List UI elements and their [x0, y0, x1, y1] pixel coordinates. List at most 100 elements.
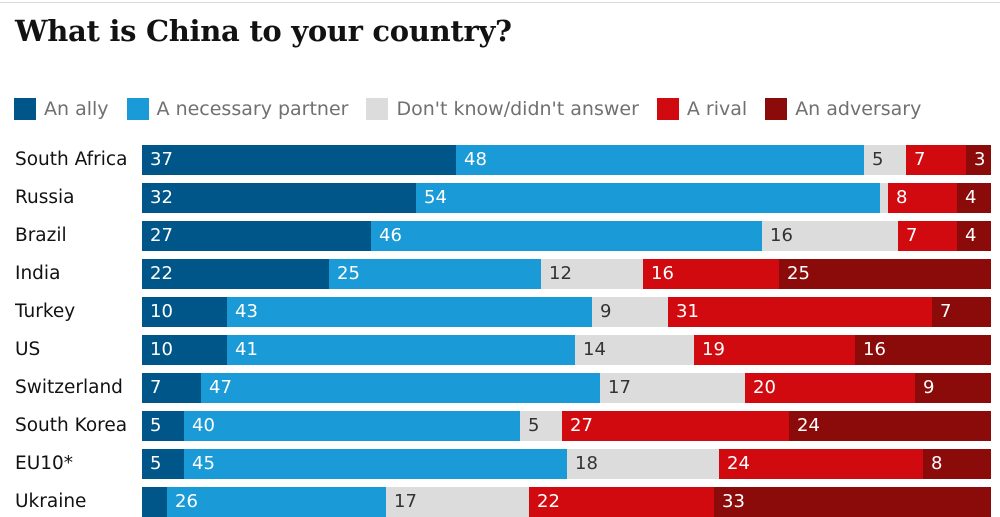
row-label-ukraine: Ukraine	[15, 491, 87, 512]
bar-segment-switzerland-don-t-know-didn-t-answer: 17	[600, 373, 745, 403]
bar-segment-south-africa-don-t-know-didn-t-answer: 5	[864, 145, 906, 175]
data-label: 4	[965, 225, 977, 246]
bar-segment-us-an-adversary: 16	[855, 335, 991, 365]
bar-segment-india-don-t-know-didn-t-answer: 12	[541, 259, 643, 289]
bar-segment-south-korea-an-ally: 5	[142, 411, 184, 441]
data-label: 16	[770, 225, 793, 246]
data-label: 25	[787, 263, 810, 284]
data-label: 9	[923, 377, 935, 398]
bar-segment-eu10-a-necessary-partner: 45	[184, 449, 567, 479]
row-label-switzerland: Switzerland	[15, 377, 123, 398]
bar-segment-russia-a-rival: 8	[888, 183, 957, 213]
bar-segment-india-a-necessary-partner: 25	[329, 259, 541, 289]
chart-legend: An ally A necessary partner Don't know/did…	[14, 96, 939, 122]
bar-segment-ukraine-a-necessary-partner: 26	[167, 487, 386, 517]
data-label: 41	[235, 339, 258, 360]
bar-segment-brazil-an-ally: 27	[142, 221, 371, 251]
bar-segment-russia-don-t-know-didn-t-answer	[880, 183, 888, 213]
row-label-brazil: Brazil	[15, 225, 67, 246]
bar-segment-eu10-an-ally: 5	[142, 449, 184, 479]
bar-segment-ukraine-a-rival: 22	[529, 487, 714, 517]
data-label: 17	[394, 491, 417, 512]
bar-segment-switzerland-a-necessary-partner: 47	[201, 373, 600, 403]
legend-label: A necessary partner	[156, 98, 349, 120]
row-label-eu10: EU10*	[15, 453, 74, 474]
legend-swatch	[14, 98, 36, 120]
data-label: 5	[872, 149, 884, 170]
bar-segment-eu10-a-rival: 24	[719, 449, 923, 479]
legend-swatch	[765, 98, 788, 120]
data-label: 16	[863, 339, 886, 360]
bar-segment-india-an-adversary: 25	[779, 259, 991, 289]
data-label: 3	[974, 149, 986, 170]
data-label: 31	[676, 301, 699, 322]
bar-segment-turkey-an-adversary: 7	[932, 297, 991, 327]
data-label: 33	[722, 491, 745, 512]
data-label: 43	[235, 301, 258, 322]
legend-label: An adversary	[795, 98, 922, 120]
legend-item-don-t-know-didn-t-answer: Don't know/didn't answer	[366, 98, 639, 120]
data-label: 24	[797, 415, 820, 436]
bar-segment-turkey-don-t-know-didn-t-answer: 9	[592, 297, 668, 327]
data-label: 8	[931, 453, 943, 474]
data-label: 19	[702, 339, 725, 360]
data-label: 18	[575, 453, 598, 474]
bar-segment-switzerland-an-ally: 7	[142, 373, 201, 403]
data-label: 45	[192, 453, 215, 474]
bar-segment-south-korea-a-necessary-partner: 40	[184, 411, 520, 441]
bar-segment-us-don-t-know-didn-t-answer: 14	[575, 335, 694, 365]
bar-segment-turkey-an-ally: 10	[142, 297, 227, 327]
bar-segment-turkey-a-necessary-partner: 43	[227, 297, 592, 327]
bar-segment-russia-an-ally: 32	[142, 183, 416, 213]
chart-title: What is China to your country?	[15, 14, 512, 48]
data-label: 7	[150, 377, 162, 398]
legend-label: A rival	[686, 98, 748, 120]
legend-swatch	[126, 98, 149, 120]
bar-segment-south-korea-a-rival: 27	[562, 411, 789, 441]
bar-segment-turkey-a-rival: 31	[668, 297, 932, 327]
bar-segment-us-a-necessary-partner: 41	[227, 335, 575, 365]
data-label: 25	[337, 263, 360, 284]
row-label-south-korea: South Korea	[15, 415, 128, 436]
top-divider	[0, 2, 1000, 3]
data-label: 17	[608, 377, 631, 398]
bar-segment-us-a-rival: 19	[694, 335, 855, 365]
data-label: 8	[896, 187, 908, 208]
bar-segment-south-korea-don-t-know-didn-t-answer: 5	[520, 411, 562, 441]
data-label: 7	[914, 149, 926, 170]
row-label-russia: Russia	[15, 187, 75, 208]
data-label: 10	[150, 339, 173, 360]
data-label: 7	[906, 225, 918, 246]
data-label: 24	[727, 453, 750, 474]
legend-swatch	[656, 98, 679, 120]
data-label: 27	[150, 225, 173, 246]
data-label: 48	[464, 149, 487, 170]
bar-segment-brazil-an-adversary: 4	[957, 221, 991, 251]
bar-segment-russia-a-necessary-partner: 54	[416, 183, 880, 213]
data-label: 7	[940, 301, 952, 322]
bar-segment-ukraine-don-t-know-didn-t-answer: 17	[386, 487, 529, 517]
bar-segment-south-africa-an-adversary: 3	[966, 145, 991, 175]
data-label: 22	[537, 491, 560, 512]
data-label: 5	[528, 415, 540, 436]
data-label: 46	[379, 225, 402, 246]
bar-segment-eu10-an-adversary: 8	[923, 449, 991, 479]
legend-item-a-rival: A rival	[656, 98, 748, 120]
data-label: 16	[651, 263, 674, 284]
data-label: 47	[209, 377, 232, 398]
data-label: 4	[965, 187, 977, 208]
data-label: 20	[753, 377, 776, 398]
data-label: 12	[549, 263, 572, 284]
legend-swatch	[366, 98, 389, 120]
bar-segment-switzerland-an-adversary: 9	[915, 373, 991, 403]
bar-segment-south-africa-a-rival: 7	[906, 145, 966, 175]
data-label: 37	[150, 149, 173, 170]
legend-item-an-ally: An ally	[14, 98, 109, 120]
bar-segment-ukraine-an-adversary: 33	[714, 487, 991, 517]
row-label-us: US	[15, 339, 41, 360]
bar-segment-brazil-don-t-know-didn-t-answer: 16	[762, 221, 898, 251]
bar-segment-south-korea-an-adversary: 24	[789, 411, 991, 441]
data-label: 5	[150, 415, 162, 436]
data-label: 9	[600, 301, 612, 322]
